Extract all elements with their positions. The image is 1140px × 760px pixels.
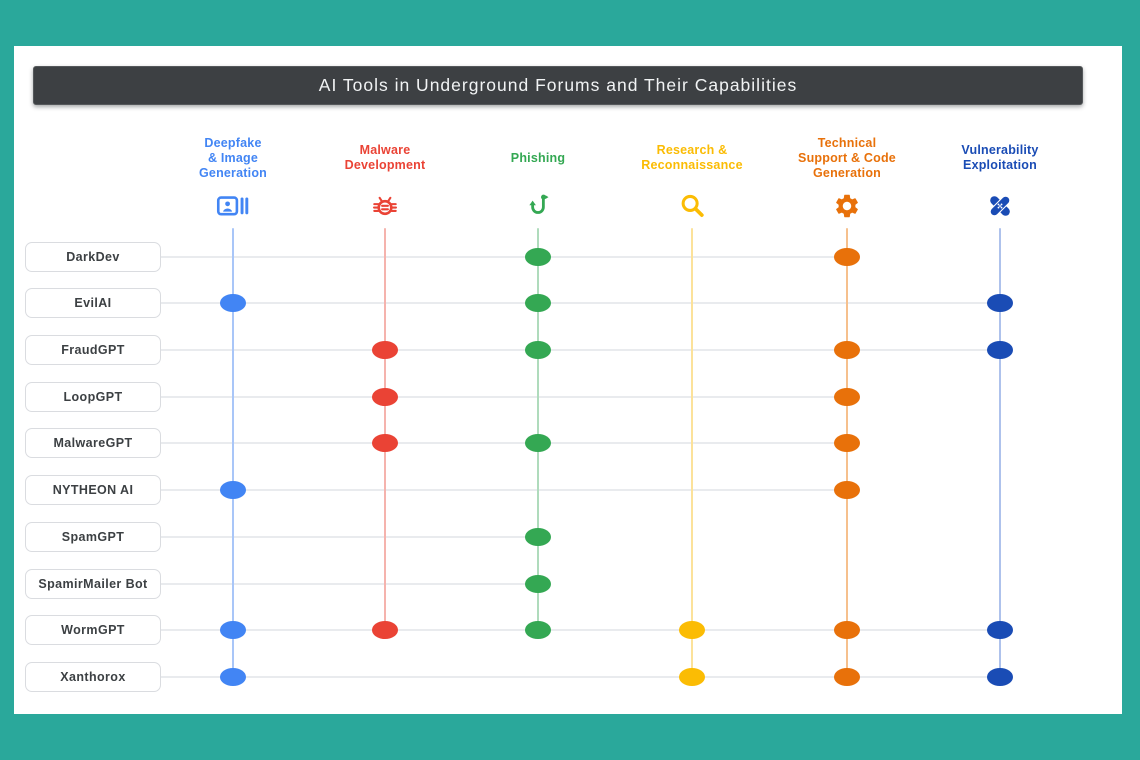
capability-dot bbox=[987, 621, 1013, 639]
capability-dot bbox=[834, 434, 860, 452]
chart-layer: Deepfake & Image Generation Malware Develop… bbox=[14, 46, 1122, 714]
tool-label: LoopGPT bbox=[25, 382, 161, 412]
capability-dot bbox=[834, 341, 860, 359]
capability-dot bbox=[834, 621, 860, 639]
chart-title: AI Tools in Underground Forums and Their… bbox=[318, 75, 798, 95]
column-line bbox=[536, 228, 540, 638]
tool-label: SpamirMailer Bot bbox=[25, 569, 161, 599]
tool-label: MalwareGPT bbox=[25, 428, 161, 458]
deepfake-image-icon bbox=[215, 191, 251, 221]
capability-dot bbox=[372, 434, 398, 452]
capability-dot bbox=[372, 621, 398, 639]
column-header: Phishing bbox=[510, 150, 566, 165]
column-header: Technical Support & Code Generation bbox=[798, 135, 896, 180]
tool-label: WormGPT bbox=[25, 615, 161, 645]
phishing-hook-icon bbox=[520, 191, 556, 221]
capability-dot bbox=[679, 668, 705, 686]
capability-dot bbox=[987, 294, 1013, 312]
column-line bbox=[998, 228, 1002, 685]
row-guide-line bbox=[161, 583, 538, 585]
capability-dot bbox=[525, 294, 551, 312]
row-guide-line bbox=[161, 629, 1000, 631]
capability-dot bbox=[372, 388, 398, 406]
tech-support-gear-icon bbox=[829, 191, 865, 221]
capability-dot bbox=[525, 621, 551, 639]
capability-dot bbox=[679, 621, 705, 639]
column-header: Deepfake & Image Generation bbox=[199, 135, 267, 180]
capability-dot bbox=[834, 388, 860, 406]
tool-label: DarkDev bbox=[25, 242, 161, 272]
capability-dot bbox=[220, 621, 246, 639]
tool-label: Xanthorox bbox=[25, 662, 161, 692]
tool-label: NYTHEON AI bbox=[25, 475, 161, 505]
capability-dot bbox=[220, 294, 246, 312]
row-guide-line bbox=[161, 489, 847, 491]
capability-dot bbox=[372, 341, 398, 359]
vulnerability-bandage-icon bbox=[982, 191, 1018, 221]
row-guide-line bbox=[161, 256, 847, 258]
capability-dot bbox=[834, 481, 860, 499]
capability-dot bbox=[987, 668, 1013, 686]
row-guide-line bbox=[161, 349, 1000, 351]
capability-dot bbox=[525, 434, 551, 452]
column-line bbox=[690, 228, 694, 685]
tool-label: EvilAI bbox=[25, 288, 161, 318]
capability-dot bbox=[525, 528, 551, 546]
row-guide-line bbox=[161, 396, 847, 398]
research-magnifier-icon bbox=[674, 191, 710, 221]
capability-dot bbox=[834, 668, 860, 686]
capability-dot bbox=[834, 248, 860, 266]
column-header: Malware Development bbox=[344, 143, 426, 172]
row-guide-line bbox=[161, 536, 538, 538]
row-guide-line bbox=[161, 442, 847, 444]
tool-label: FraudGPT bbox=[25, 335, 161, 365]
row-guide-line bbox=[161, 676, 1000, 678]
chart-card: AI Tools in Underground Forums and Their… bbox=[14, 46, 1122, 714]
column-line bbox=[383, 228, 387, 638]
column-line bbox=[845, 228, 849, 685]
capability-dot bbox=[525, 575, 551, 593]
column-header: Vulnerability Exploitation bbox=[961, 143, 1039, 172]
tool-label: SpamGPT bbox=[25, 522, 161, 552]
capability-dot bbox=[525, 248, 551, 266]
capability-dot bbox=[987, 341, 1013, 359]
capability-dot bbox=[525, 341, 551, 359]
capability-dot bbox=[220, 481, 246, 499]
capability-dot bbox=[220, 668, 246, 686]
row-guide-line bbox=[161, 302, 1000, 304]
chart-title-bar: AI Tools in Underground Forums and Their… bbox=[33, 66, 1083, 105]
malware-bug-icon bbox=[367, 191, 403, 221]
column-line bbox=[231, 228, 235, 685]
column-header: Research & Reconnaissance bbox=[641, 143, 743, 172]
